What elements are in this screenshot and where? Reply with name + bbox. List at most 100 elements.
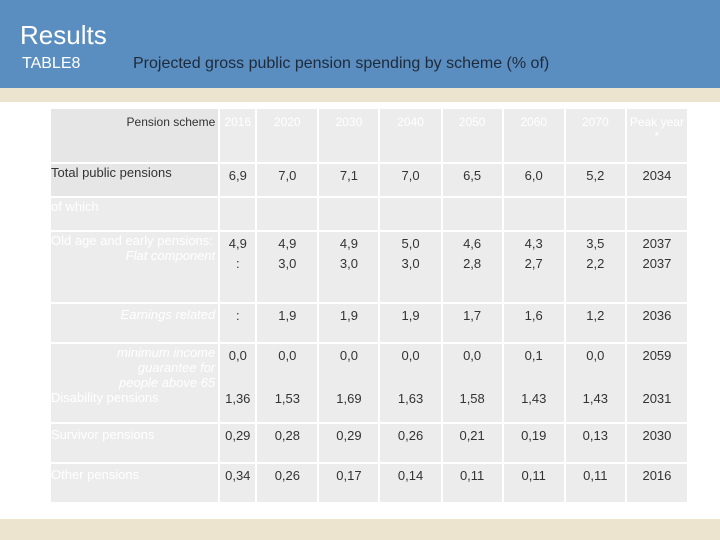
table-cell: 0,19 [502,423,566,464]
table-cell: 4,9 3,0 [318,231,381,304]
table-cell: 0,34 [219,463,258,504]
table-cell: 4,6 2,8 [441,231,504,304]
page-title: Results [20,20,107,50]
cell-subvalue: 1,58 [459,391,485,406]
cell-subvalue: 2037 [642,256,672,271]
row-label-group: minimum income guarantee for people abov… [51,343,221,424]
table-cell: 0,11 [441,463,504,504]
cell-subvalue: 3,0 [278,256,297,271]
table-cell [318,197,381,232]
cell-subvalue: 2,7 [524,256,543,271]
table-cell: 0,0 1,53 [256,343,320,424]
cell-subvalue: 1,53 [274,391,300,406]
table-cell: 0,17 [318,463,381,504]
table-cell: 0,1 1,43 [502,343,566,424]
cell-value: 4,3 [524,236,543,251]
row-label-group: Old age and early pensions: Flat compone… [51,231,221,304]
table-cell: 3,5 2,2 [564,231,627,304]
column-header: 2070 [564,109,627,164]
table-cell [379,197,443,232]
header-row: Pension scheme 2016 2020 2030 2040 2050 … [51,109,690,164]
cell-value: 2059 [642,348,672,363]
table-cell [219,197,258,232]
table-cell [564,197,627,232]
table-cell: 0,26 [379,423,443,464]
cell-value: 0,0 [401,348,420,363]
column-header: 2016 [219,109,258,164]
cell-value: 4,9 [228,236,247,251]
table-cell: 0,11 [502,463,566,504]
table-row: Other pensions 0,34 0,26 0,17 0,14 0,11 … [51,463,690,504]
cell-value: 0,0 [228,348,247,363]
table-cell: 2034 [625,163,690,198]
table-cell: 7,0 [379,163,443,198]
cell-subvalue: 1,43 [582,391,608,406]
table-cell: 4,9: [219,231,258,304]
cell-subvalue: 1,36 [225,391,251,406]
table-cell: 2016 [625,463,690,504]
row-label: Old age and early pensions: [51,233,213,248]
table-cell: 1,9 [318,303,381,344]
column-header: 2060 [502,109,566,164]
cell-subvalue: : [235,256,240,271]
cell-value: 2037 [642,236,672,251]
table-row: Earnings related : 1,9 1,9 1,9 1,7 1,6 1… [51,303,690,344]
table-cell: 0,11 [564,463,627,504]
table-cell: 1,9 [256,303,320,344]
table-cell: 0,0 1,36 [219,343,258,424]
table-row: Old age and early pensions: Flat compone… [51,231,690,304]
table-cell: 5,2 [564,163,627,198]
cell-value: 0,1 [524,348,543,363]
table-cell [502,197,566,232]
table-cell: 0,26 [256,463,320,504]
cell-value: 5,0 [401,236,420,251]
table-row: minimum income guarantee for people abov… [51,343,690,424]
table-cell: 2037 2037 [625,231,690,304]
column-header: 2030 [318,109,381,164]
table-cell: 1,6 [502,303,566,344]
table-row: of which [51,197,690,232]
table-cell: 0,0 1,43 [564,343,627,424]
table-label: TABLE8 [22,55,81,72]
cell-value: 0,0 [278,348,297,363]
cell-subvalue: 2,2 [586,256,605,271]
table-cell: 0,29 [318,423,381,464]
cell-subvalue: 3,0 [401,256,420,271]
row-sublabel: Disability pensions [51,390,159,405]
table-cell: 7,0 [256,163,320,198]
cell-subvalue: 3,0 [339,256,358,271]
table-cell: : [219,303,258,344]
table-cell: 0,28 [256,423,320,464]
row-label: of which [51,197,221,232]
row-label: Earnings related [51,303,221,344]
table-cell: 2030 [625,423,690,464]
table-cell [256,197,320,232]
table-cell: 2059 2031 [625,343,690,424]
table-cell [441,197,504,232]
divider-band [0,88,720,102]
column-header: 2020 [256,109,320,164]
table-cell: 6,5 [441,163,504,198]
cell-value: 4,9 [278,236,297,251]
cell-value: 4,9 [339,236,358,251]
cell-subvalue: 1,69 [336,391,362,406]
table-cell: 1,9 [379,303,443,344]
table-cell: 0,29 [219,423,258,464]
table-row: Total public pensions 6,9 7,0 7,1 7,0 6,… [51,163,690,198]
table-cell: 6,9 [219,163,258,198]
footer-band [0,519,720,540]
table-cell [625,197,690,232]
table-subtitle: Projected gross public pension spending … [133,55,550,72]
pension-table: Pension scheme 2016 2020 2030 2040 2050 … [51,109,690,504]
cell-subvalue: 1,43 [521,391,547,406]
cell-subvalue: 1,63 [397,391,424,406]
table-cell: 0,14 [379,463,443,504]
cell-subvalue: 2,8 [463,256,482,271]
cell-value: 0,0 [586,348,605,363]
table-cell: 6,0 [502,163,566,198]
column-header: Pension scheme [51,109,221,164]
row-label: Total public pensions [51,163,221,198]
table-cell: 4,3 2,7 [502,231,566,304]
row-label: Other pensions [51,463,221,504]
row-label: minimum income guarantee for people abov… [117,345,216,390]
